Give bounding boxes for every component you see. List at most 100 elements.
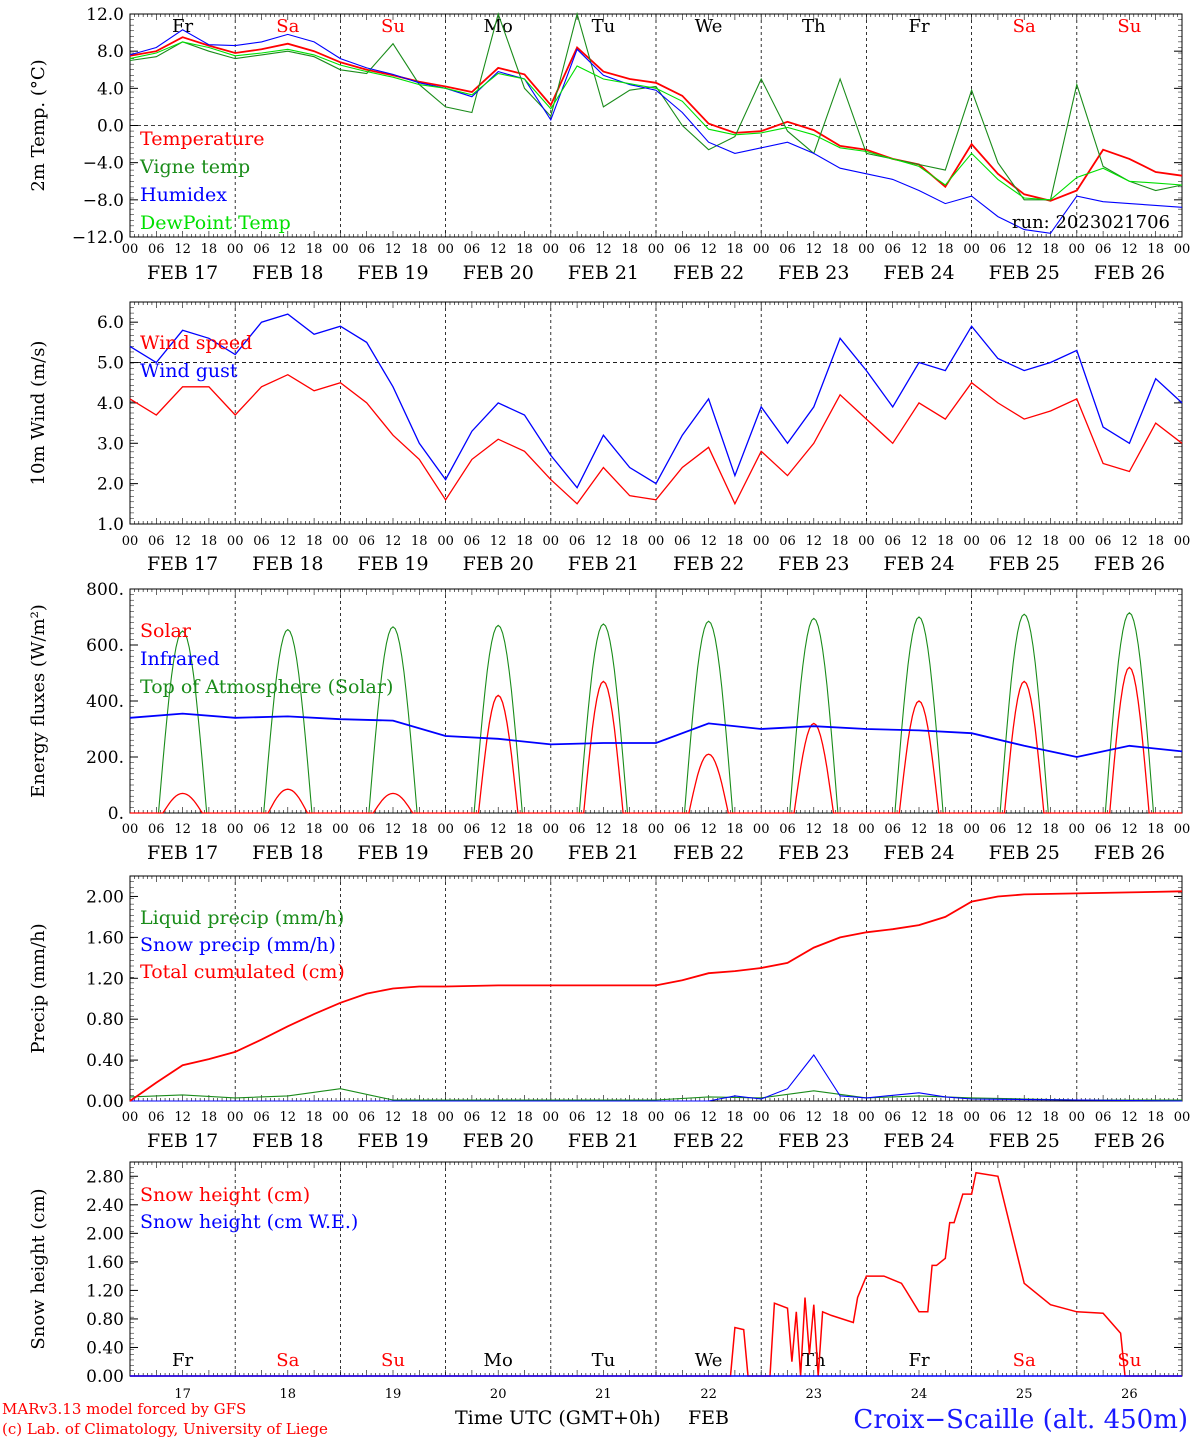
x-hour-label: 00 — [648, 1110, 665, 1125]
temp-series-line — [129, 41, 1183, 201]
day-name-label: Tu — [592, 1350, 616, 1371]
x-hour-label: 06 — [674, 1110, 691, 1125]
x-hour-label: 18 — [832, 242, 849, 257]
x-date-label: FEB 26 — [1094, 553, 1165, 575]
day-name-label: Sa — [276, 1350, 299, 1371]
x-hour-label: 12 — [280, 534, 297, 549]
x-hour-label: 06 — [148, 534, 165, 549]
x-date-label: FEB 21 — [568, 842, 639, 864]
day-name-label: Th — [802, 1350, 826, 1371]
day-name-label: Su — [1117, 16, 1141, 37]
y-tick-label: −4.0 — [83, 154, 124, 174]
x-hour-label: 06 — [990, 534, 1007, 549]
x-hour-label: 12 — [595, 1110, 612, 1125]
x-hour-label: 18 — [516, 1110, 533, 1125]
x-hour-label: 06 — [990, 822, 1007, 837]
x-hour-label: 12 — [490, 822, 507, 837]
y-tick-label: 0.80 — [86, 1310, 124, 1330]
x-hour-label: 18 — [727, 1110, 744, 1125]
x-hour-label: 12 — [700, 242, 717, 257]
x-hour-label: 06 — [779, 1110, 796, 1125]
x-hour-label: 12 — [174, 822, 191, 837]
x-hour-label: 06 — [569, 534, 586, 549]
day-name-label: Mo — [484, 16, 513, 37]
x-date-label: FEB 26 — [1094, 262, 1165, 284]
x-hour-label: 18 — [201, 242, 218, 257]
x-hour-label: 06 — [253, 822, 270, 837]
y-tick-label: 0.40 — [86, 1051, 124, 1071]
x-hour-label: 00 — [1174, 242, 1191, 257]
x-hour-label: 00 — [543, 1110, 560, 1125]
x-hour-label: 06 — [779, 822, 796, 837]
x-day-number: 17 — [174, 1387, 191, 1402]
x-hour-label: 12 — [700, 534, 717, 549]
x-hour-label: 12 — [1016, 242, 1033, 257]
x-hour-label: 18 — [1042, 822, 1059, 837]
x-date-label: FEB 22 — [673, 842, 744, 864]
y-tick-label: −8.0 — [83, 191, 124, 211]
x-hour-label: 18 — [516, 242, 533, 257]
x-hour-label: 00 — [753, 534, 770, 549]
x-hour-label: 00 — [648, 822, 665, 837]
day-name-label: Fr — [172, 16, 193, 37]
x-date-label: FEB 18 — [252, 1130, 323, 1152]
x-hour-label: 12 — [1121, 534, 1138, 549]
x-axis-title: Time UTC (GMT+0h) — [455, 1407, 661, 1429]
y-tick-label: 800. — [86, 580, 124, 600]
x-date-label: FEB 19 — [357, 262, 428, 284]
x-hour-label: 18 — [727, 534, 744, 549]
x-day-number: 24 — [911, 1387, 928, 1402]
day-name-label: Th — [802, 16, 826, 37]
x-hour-label: 00 — [753, 242, 770, 257]
y-tick-label: 0.00 — [86, 1367, 124, 1387]
x-hour-label: 18 — [621, 1110, 638, 1125]
x-hour-label: 00 — [858, 534, 875, 549]
x-date-label: FEB 21 — [568, 1130, 639, 1152]
x-day-number: 19 — [385, 1387, 402, 1402]
panel-2-frame: 6.0 5.0 4.0 3.0 2.0 1.0 10m Wind (m/s) 00 06 12 18… — [28, 301, 1190, 575]
y-axis-title: 10m Wind (m/s) — [28, 341, 49, 486]
y-tick-label: 1.60 — [86, 928, 124, 948]
x-hour-label: 06 — [990, 1110, 1007, 1125]
x-day-number: 18 — [280, 1387, 297, 1402]
y-tick-label: 0.0 — [97, 117, 124, 137]
x-hour-label: 18 — [516, 534, 533, 549]
y-tick-label: 5.0 — [97, 354, 124, 374]
legend-entry: Top of Atmosphere (Solar) — [140, 676, 393, 698]
x-hour-label: 06 — [148, 822, 165, 837]
x-hour-label: 06 — [464, 242, 481, 257]
legend-entry: Wind speed — [140, 332, 252, 354]
x-hour-label: 00 — [648, 242, 665, 257]
y-axis-title: 2m Temp. (°C) — [28, 59, 49, 191]
x-hour-label: 00 — [332, 534, 349, 549]
day-name-label: Su — [381, 1350, 405, 1371]
x-hour-label: 18 — [621, 534, 638, 549]
x-hour-label: 12 — [806, 534, 823, 549]
x-hour-label: 00 — [1174, 1110, 1191, 1125]
x-hour-label: 00 — [122, 822, 139, 837]
x-date-label: FEB 24 — [883, 842, 954, 864]
day-name-label: Sa — [276, 16, 299, 37]
x-date-label: FEB 18 — [252, 842, 323, 864]
x-date-label: FEB 19 — [357, 842, 428, 864]
x-hour-label: 00 — [1069, 822, 1086, 837]
x-hour-label: 18 — [1042, 1110, 1059, 1125]
day-name-label: Fr — [172, 1350, 193, 1371]
x-hour-label: 18 — [201, 534, 218, 549]
x-hour-label: 18 — [201, 822, 218, 837]
x-date-label: FEB 25 — [989, 842, 1060, 864]
x-hour-label: 00 — [437, 822, 454, 837]
x-hour-label: 00 — [1069, 534, 1086, 549]
y-tick-label: 0.40 — [86, 1338, 124, 1358]
x-hour-label: 00 — [753, 1110, 770, 1125]
x-hour-label: 00 — [543, 534, 560, 549]
x-hour-label: 06 — [779, 534, 796, 549]
y-tick-label: 2.00 — [86, 887, 124, 907]
x-date-label: FEB 26 — [1094, 1130, 1165, 1152]
y-tick-label: 6.0 — [97, 313, 124, 333]
x-hour-label: 00 — [227, 242, 244, 257]
x-hour-label: 06 — [358, 1110, 375, 1125]
x-date-label: FEB 17 — [147, 1130, 218, 1152]
day-name-label: Sa — [1013, 1350, 1036, 1371]
